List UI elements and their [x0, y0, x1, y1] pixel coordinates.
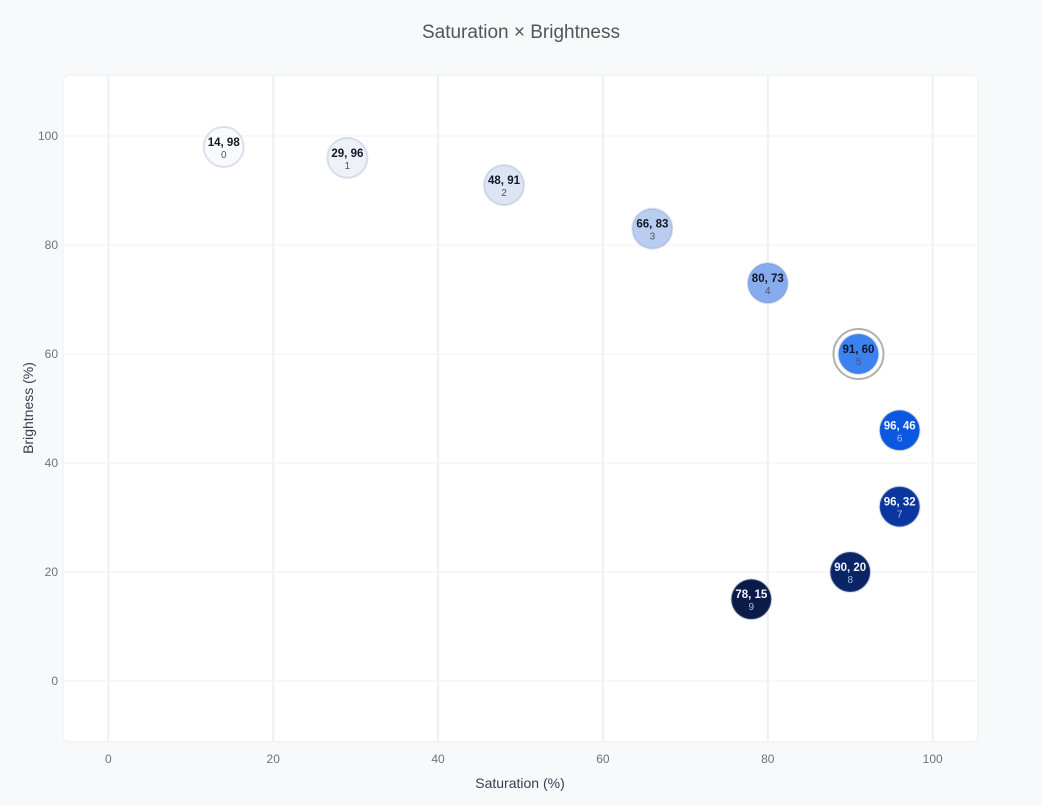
point-label: 80, 73	[752, 273, 784, 285]
point-index: 8	[847, 575, 853, 586]
point-bubble[interactable]	[326, 136, 369, 179]
point-index: 5	[856, 357, 862, 368]
point-label: 96, 32	[884, 497, 916, 509]
data-point[interactable]: 66, 833	[631, 207, 674, 250]
point-index: 3	[650, 232, 656, 243]
y-tick-label: 40	[45, 456, 59, 470]
point-label: 66, 83	[636, 219, 668, 231]
point-index: 6	[897, 433, 903, 444]
point-bubble[interactable]	[829, 550, 872, 593]
point-label: 90, 20	[834, 562, 866, 574]
point-label: 48, 91	[488, 175, 521, 187]
point-bubble[interactable]	[202, 125, 245, 168]
x-tick-label: 40	[431, 752, 445, 766]
data-point[interactable]: 48, 912	[483, 164, 526, 207]
y-axis-label: Brightness (%)	[20, 362, 36, 454]
point-bubble[interactable]	[878, 409, 921, 452]
x-tick-label: 80	[761, 752, 775, 766]
point-index: 7	[897, 510, 903, 521]
point-bubble[interactable]	[730, 578, 773, 621]
y-tick-label: 80	[45, 238, 59, 252]
point-index: 1	[345, 161, 351, 172]
data-point[interactable]: 96, 466	[878, 409, 921, 452]
data-point[interactable]: 90, 208	[829, 550, 872, 593]
point-index: 4	[765, 286, 771, 297]
y-tick-label: 100	[38, 129, 58, 143]
x-tick-label: 60	[596, 752, 610, 766]
plot-area	[62, 74, 979, 743]
point-index: 9	[749, 602, 755, 613]
y-tick-label: 0	[51, 674, 58, 688]
point-label: 78, 15	[735, 589, 768, 601]
data-point[interactable]: 91, 605	[832, 328, 885, 381]
data-point[interactable]: 80, 734	[746, 262, 789, 305]
point-index: 0	[221, 150, 227, 161]
data-point[interactable]: 29, 961	[326, 136, 369, 179]
point-label: 29, 96	[331, 148, 363, 160]
point-bubble[interactable]	[878, 485, 921, 528]
y-tick-label: 20	[45, 565, 59, 579]
data-point[interactable]: 78, 159	[730, 578, 773, 621]
chart-title: Saturation × Brightness	[421, 22, 621, 43]
data-point[interactable]: 96, 327	[878, 485, 921, 528]
x-tick-label: 20	[267, 752, 281, 766]
point-label: 91, 60	[842, 344, 874, 356]
point-bubble[interactable]	[483, 164, 526, 207]
point-bubble[interactable]	[746, 262, 789, 305]
point-bubble[interactable]	[631, 207, 674, 250]
y-tick-label: 60	[45, 347, 59, 361]
x-tick-label: 0	[105, 752, 112, 766]
point-index: 2	[501, 188, 507, 199]
data-point[interactable]: 14, 980	[202, 125, 245, 168]
point-bubble[interactable]	[837, 333, 880, 376]
point-label: 14, 98	[208, 137, 241, 149]
point-label: 96, 46	[884, 420, 916, 432]
x-tick-label: 100	[923, 752, 943, 766]
x-axis-label: Saturation (%)	[475, 775, 564, 791]
